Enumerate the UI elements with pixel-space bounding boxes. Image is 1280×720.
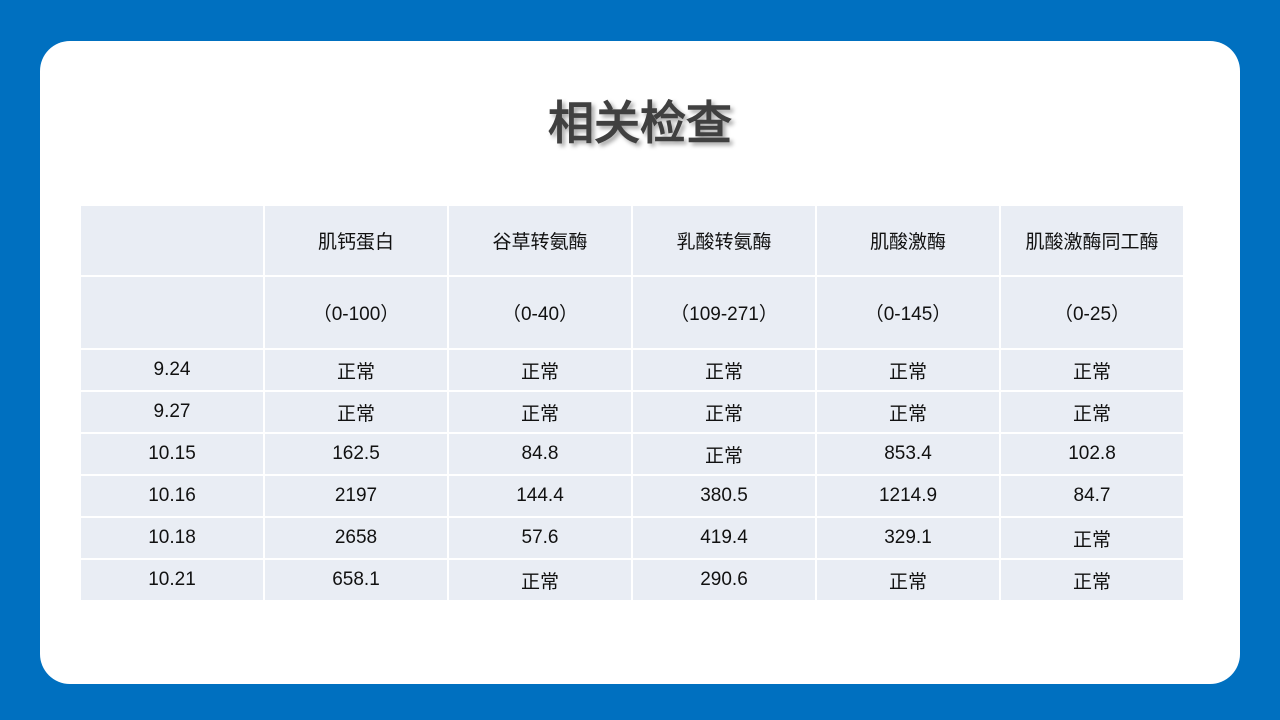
value-cell: 正常: [999, 558, 1183, 600]
column-header: 乳酸转氨酶: [631, 206, 817, 277]
value-cell: 102.8: [999, 432, 1183, 476]
value-cell: 329.1: [815, 516, 1001, 560]
corner-cell: [81, 206, 265, 277]
value-cell: 正常: [447, 558, 633, 600]
value-cell: 正常: [631, 348, 817, 392]
value-cell: 658.1: [263, 558, 449, 600]
reference-range: （0-25）: [999, 275, 1183, 350]
value-cell: 正常: [263, 348, 449, 392]
table-row: 9.27 正常 正常 正常 正常 正常: [81, 390, 1183, 434]
value-cell: 380.5: [631, 474, 817, 518]
value-cell: 正常: [999, 516, 1183, 560]
reference-range: （0-100）: [263, 275, 449, 350]
date-cell: 10.18: [81, 516, 265, 560]
table-row: 10.15 162.5 84.8 正常 853.4 102.8: [81, 432, 1183, 476]
value-cell: 正常: [447, 390, 633, 434]
reference-range: （0-145）: [815, 275, 1001, 350]
date-cell: 10.15: [81, 432, 265, 476]
value-cell: 正常: [999, 348, 1183, 392]
corner-cell: [81, 275, 265, 350]
value-cell: 正常: [631, 390, 817, 434]
lab-table: 肌钙蛋白 谷草转氨酶 乳酸转氨酶 肌酸激酶 肌酸激酶同工酶 （0-100） （0-40） （1…: [81, 206, 1183, 600]
value-cell: 正常: [815, 348, 1001, 392]
value-cell: 1214.9: [815, 474, 1001, 518]
table-row: 10.21 658.1 正常 290.6 正常 正常: [81, 558, 1183, 600]
column-header: 肌钙蛋白: [263, 206, 449, 277]
value-cell: 2197: [263, 474, 449, 518]
reference-range: （109-271）: [631, 275, 817, 350]
reference-range: （0-40）: [447, 275, 633, 350]
value-cell: 84.7: [999, 474, 1183, 518]
value-cell: 2658: [263, 516, 449, 560]
table-row: 肌钙蛋白 谷草转氨酶 乳酸转氨酶 肌酸激酶 肌酸激酶同工酶: [81, 206, 1183, 277]
slide-title: 相关检查: [548, 97, 732, 149]
date-cell: 9.24: [81, 348, 265, 392]
value-cell: 正常: [631, 432, 817, 476]
table-row: 9.24 正常 正常 正常 正常 正常: [81, 348, 1183, 392]
date-cell: 10.16: [81, 474, 265, 518]
table-row: 10.18 2658 57.6 419.4 329.1 正常: [81, 516, 1183, 560]
date-cell: 10.21: [81, 558, 265, 600]
value-cell: 84.8: [447, 432, 633, 476]
value-cell: 144.4: [447, 474, 633, 518]
table-row: 10.16 2197 144.4 380.5 1214.9 84.7: [81, 474, 1183, 518]
value-cell: 正常: [999, 390, 1183, 434]
column-header: 谷草转氨酶: [447, 206, 633, 277]
column-header: 肌酸激酶同工酶: [999, 206, 1183, 277]
value-cell: 419.4: [631, 516, 817, 560]
table-row: （0-100） （0-40） （109-271） （0-145） （0-25）: [81, 275, 1183, 350]
value-cell: 正常: [815, 558, 1001, 600]
column-header: 肌酸激酶: [815, 206, 1001, 277]
date-cell: 9.27: [81, 390, 265, 434]
value-cell: 正常: [815, 390, 1001, 434]
value-cell: 57.6: [447, 516, 633, 560]
value-cell: 290.6: [631, 558, 817, 600]
value-cell: 853.4: [815, 432, 1001, 476]
value-cell: 正常: [263, 390, 449, 434]
value-cell: 正常: [447, 348, 633, 392]
value-cell: 162.5: [263, 432, 449, 476]
